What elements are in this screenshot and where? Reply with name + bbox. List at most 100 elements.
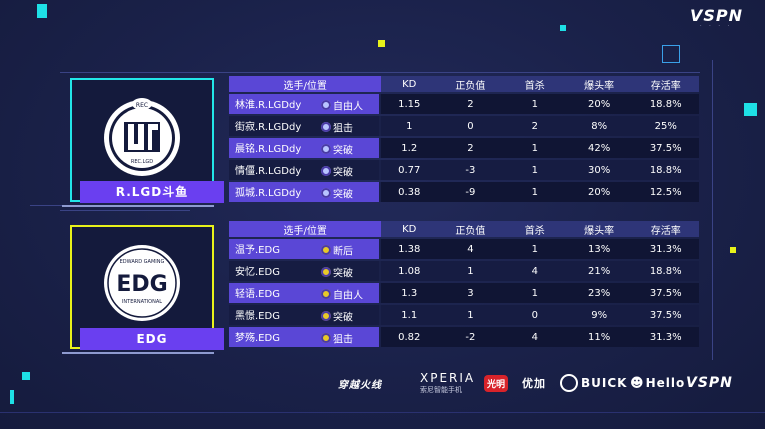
table-row: 情僵.R.LGDdy 突破 0.77 -3 1 30% 18.8%	[229, 160, 699, 180]
sponsor-name: 光明	[484, 374, 509, 392]
decor-line	[0, 412, 765, 413]
hs-value: 9%	[565, 305, 633, 325]
table-row: 安忆.EDG 突破 1.08 1 4 21% 18.8%	[229, 261, 699, 281]
sponsor-hello: ☻ Hello	[630, 368, 684, 398]
player-role: 自由人	[333, 290, 363, 302]
decor-square	[10, 390, 14, 404]
kd-value: 1.08	[381, 261, 438, 281]
col-header-pm: 正负值	[437, 221, 504, 237]
sr-value: 25%	[632, 116, 699, 136]
vspn-logo: VSPN	[690, 6, 744, 25]
sponsor-name: 优加	[522, 377, 546, 390]
decor-square	[37, 4, 47, 18]
stats-table-rlgd: 选手/位置 KD 正负值 首杀 爆头率 存活率 林淮.R.LGDdy 自由人 1.…	[229, 74, 699, 204]
decor-line	[60, 72, 700, 73]
hs-value: 8%	[565, 116, 633, 136]
table-row: 孤城.R.LGDdy 突破 0.38 -9 1 20% 12.5%	[229, 182, 699, 202]
col-header-sr: 存活率	[632, 221, 699, 237]
player-name: 街寂.R.LGDdy	[235, 121, 302, 133]
sr-value: 37.5%	[632, 138, 699, 158]
sr-value: 37.5%	[632, 283, 699, 303]
decor-square	[22, 372, 30, 380]
player-name: 安忆.EDG	[235, 266, 280, 278]
player-name: 情僵.R.LGDdy	[235, 165, 302, 177]
shield-icon	[321, 288, 331, 299]
player-name: 孤城.R.LGDdy	[235, 187, 302, 199]
pm-value: -2	[437, 327, 504, 347]
player-role: 突破	[333, 167, 353, 179]
rlgd-logo-top: REC	[136, 102, 148, 109]
table-row: 街寂.R.LGDdy 狙击 1 0 2 8% 25%	[229, 116, 699, 136]
pm-value: 2	[437, 138, 504, 158]
pm-value: 1	[437, 261, 504, 281]
player-cell: 晨铭.R.LGDdy 突破	[229, 138, 382, 158]
player-cell: 情僵.R.LGDdy 突破	[229, 160, 382, 180]
kd-value: 0.77	[381, 160, 438, 180]
col-header-hs: 爆头率	[565, 221, 633, 237]
decor-square	[378, 40, 385, 47]
player-cell: 街寂.R.LGDdy 狙击	[229, 116, 382, 136]
table-row: 林淮.R.LGDdy 自由人 1.15 2 1 20% 18.8%	[229, 94, 699, 114]
hs-value: 23%	[565, 283, 633, 303]
sponsor-guangming: 光明	[484, 368, 516, 398]
edg-logo-top: EDWARD GAMING	[120, 259, 165, 265]
player-cell: 孤城.R.LGDdy 突破	[229, 182, 382, 202]
player-cell: 轻语.EDG 自由人	[229, 283, 382, 303]
fb-value: 2	[503, 116, 566, 136]
col-header-player: 选手/位置	[229, 221, 382, 237]
decor-square	[730, 247, 736, 253]
team-logo-box-rlgd: REC REC.LGD	[70, 78, 214, 202]
runner-icon	[321, 266, 331, 277]
decor-square	[560, 25, 566, 31]
fb-value: 1	[503, 239, 566, 259]
fb-value: 1	[503, 182, 566, 202]
player-role: 突破	[333, 312, 353, 324]
hs-value: 30%	[565, 160, 633, 180]
sr-value: 37.5%	[632, 305, 699, 325]
decor-line	[712, 60, 713, 360]
sr-value: 31.3%	[632, 327, 699, 347]
col-header-player: 选手/位置	[229, 76, 382, 92]
sponsor-xperia: XPERIA 索尼智能手机	[420, 368, 480, 398]
col-header-sr: 存活率	[632, 76, 699, 92]
pm-value: 1	[437, 305, 504, 325]
sponsor-youjia: 优加	[522, 368, 554, 398]
fb-value: 1	[503, 160, 566, 180]
fb-value: 1	[503, 94, 566, 114]
sr-value: 18.8%	[632, 160, 699, 180]
sponsor-buick: BUICK	[560, 368, 630, 398]
fb-value: 1	[503, 138, 566, 158]
crosshair-icon	[321, 121, 331, 132]
player-name: 温予.EDG	[235, 244, 280, 256]
pm-value: -3	[437, 160, 504, 180]
kd-value: 1.3	[381, 283, 438, 303]
sponsor-name: Hello	[645, 376, 686, 390]
player-name: 梦殇.EDG	[235, 332, 280, 344]
kd-value: 1.1	[381, 305, 438, 325]
hs-value: 11%	[565, 327, 633, 347]
table-row: 梦殇.EDG 狙击 0.82 -2 4 11% 31.3%	[229, 327, 699, 347]
fb-value: 4	[503, 261, 566, 281]
player-name: 林淮.R.LGDdy	[235, 99, 302, 111]
table-row: 温予.EDG 断后 1.38 4 1 13% 31.3%	[229, 239, 699, 259]
player-role: 突破	[333, 268, 353, 280]
sponsor-name: BUICK	[581, 376, 628, 390]
edg-logo-text: EDG	[116, 272, 167, 297]
player-cell: 林淮.R.LGDdy 自由人	[229, 94, 382, 114]
player-cell: 温予.EDG 断后	[229, 239, 382, 259]
shield-icon	[321, 99, 331, 110]
decor-square	[744, 103, 757, 116]
col-header-pm: 正负值	[437, 76, 504, 92]
player-name: 轻语.EDG	[235, 288, 280, 300]
player-role: 自由人	[333, 101, 363, 113]
vspn-logo-sub: · · · ·	[700, 23, 733, 29]
sponsor-vspn: VSPN	[686, 368, 746, 398]
player-role: 突破	[333, 145, 353, 157]
runner-icon	[321, 165, 331, 176]
hs-value: 20%	[565, 182, 633, 202]
col-header-fb: 首杀	[503, 76, 566, 92]
hs-value: 13%	[565, 239, 633, 259]
pm-value: 0	[437, 116, 504, 136]
kd-value: 1.2	[381, 138, 438, 158]
